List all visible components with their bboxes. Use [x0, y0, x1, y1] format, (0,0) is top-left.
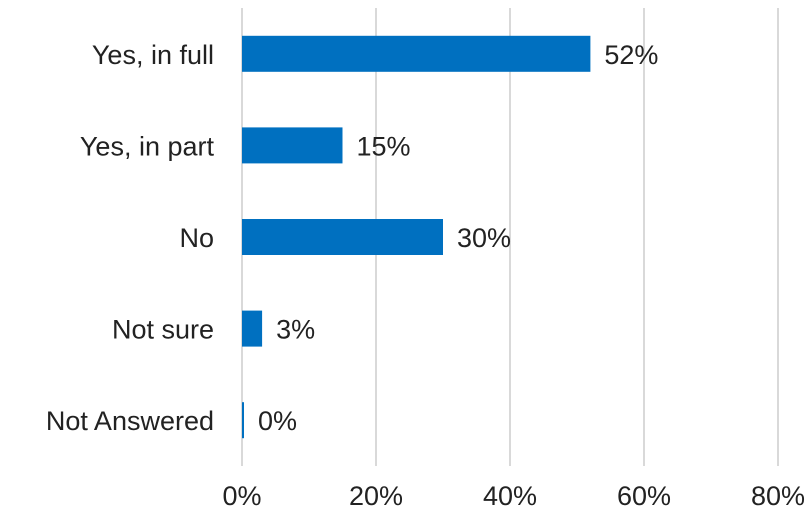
value-label: 52%: [604, 40, 658, 70]
value-label: 3%: [276, 315, 315, 345]
gridlines: [241, 8, 779, 466]
bar: [242, 35, 591, 72]
bar: [242, 402, 244, 439]
category-labels: Yes, in full Yes, in part No Not sure Not An…: [46, 40, 215, 436]
x-tick-label: 20%: [349, 481, 403, 511]
category-label: Yes, in full: [92, 40, 214, 70]
value-label: 30%: [457, 223, 511, 253]
x-tick-label: 40%: [483, 481, 537, 511]
category-label: Not Answered: [46, 406, 214, 436]
bar: [242, 127, 343, 164]
bars: [242, 35, 591, 439]
bar: [242, 219, 443, 255]
x-tick-label: 80%: [751, 481, 805, 511]
x-axis-tick-labels: 0% 20% 40% 60% 80%: [222, 481, 805, 511]
category-label: Yes, in part: [80, 131, 215, 161]
x-tick-label: 60%: [617, 481, 671, 511]
value-label: 15%: [357, 131, 411, 161]
value-labels: 52% 15% 30% 3% 0%: [258, 40, 658, 436]
bar: [242, 310, 263, 347]
x-tick-label: 0%: [222, 481, 261, 511]
category-label: No: [179, 223, 214, 253]
value-label: 0%: [258, 406, 297, 436]
category-label: Not sure: [112, 315, 214, 345]
